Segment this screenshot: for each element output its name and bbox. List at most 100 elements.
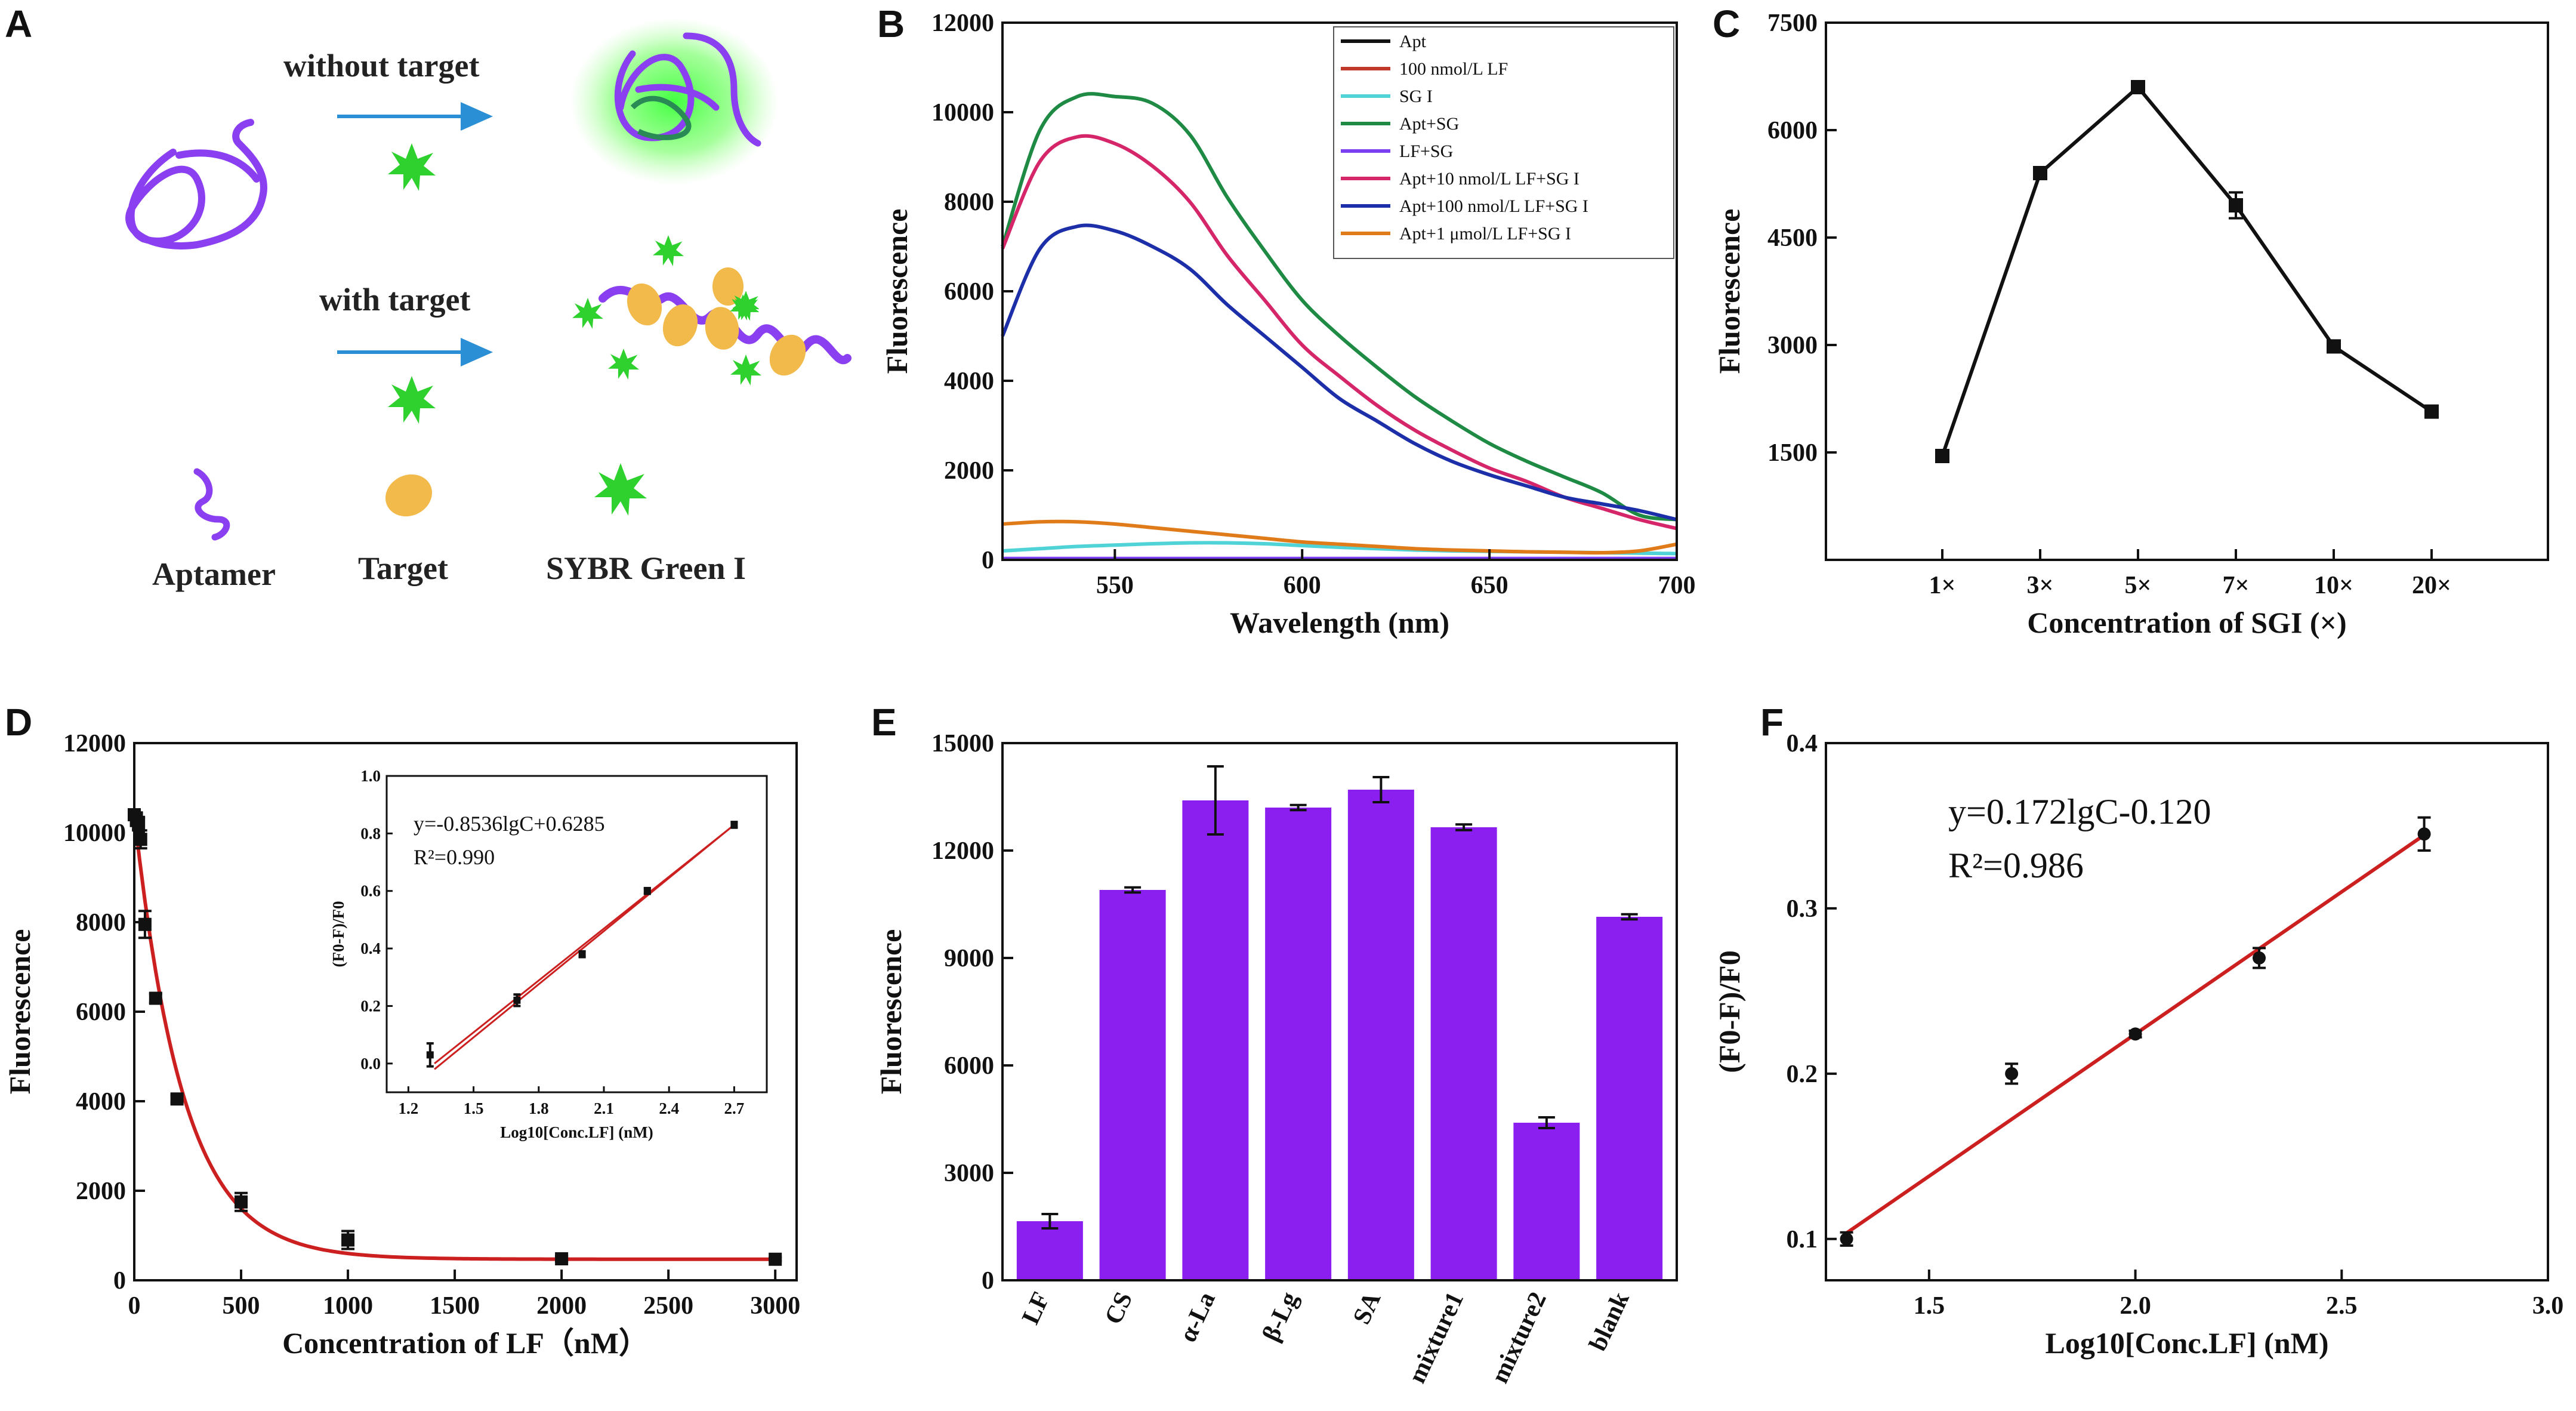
inset-x-tick-label: 2.4 — [659, 1099, 679, 1117]
inset-data-point — [426, 1051, 434, 1059]
y-tick-label: 12000 — [63, 730, 126, 757]
with-target-label: with target — [319, 282, 470, 318]
y-tick-label: 0.3 — [1787, 895, 1818, 923]
panel-e-label: E — [871, 701, 897, 744]
fit-curve — [132, 814, 776, 1261]
x-tick-label: 550 — [1096, 572, 1134, 599]
inset-x-tick-label: 1.2 — [399, 1099, 419, 1117]
sybr-legend-icon — [594, 463, 647, 516]
series-line-apt-sg — [1001, 92, 1677, 522]
series-line — [1941, 84, 2433, 457]
y-axis-label: Fluorescence — [1713, 209, 1746, 374]
inset-y-tick-label: 0.4 — [360, 939, 381, 957]
y-tick-label: 1500 — [1767, 439, 1818, 467]
bar-1 — [1099, 890, 1166, 1280]
x-axis-label: Log10[Conc.LF] (nM) — [2046, 1326, 2329, 1360]
panel-a: A without target with target — [5, 2, 852, 592]
y-tick-label: 4000 — [76, 1088, 126, 1116]
y-tick-label: 2000 — [944, 457, 994, 485]
data-point — [2033, 166, 2047, 180]
inset-r2: R²=0.990 — [414, 845, 495, 869]
aptamer-icon — [125, 119, 267, 249]
inset-x-tick-label: 1.8 — [529, 1099, 549, 1117]
chart-d: D 0 2000 4000 6000 8000 10000 12000 0 500 1000 1500… — [3, 701, 800, 1360]
inset-data-point — [578, 950, 586, 958]
x-tick-label: 650 — [1471, 572, 1508, 599]
x-tick-label: 20× — [2412, 572, 2451, 599]
panel-d-label: D — [5, 701, 32, 744]
inset-equation: y=-0.8536lgC+0.6285 — [414, 812, 605, 836]
aptamer-target-complex-icon — [599, 267, 852, 376]
data-point — [2005, 1067, 2019, 1080]
data-point — [2131, 80, 2145, 94]
inset-y-tick-label: 0.0 — [360, 1055, 381, 1073]
y-tick-label: 4000 — [944, 368, 994, 395]
y-tick-label: 2000 — [76, 1178, 126, 1205]
data-point — [170, 1092, 184, 1106]
x-axis-label: Concentration of SGI (×) — [2027, 606, 2346, 639]
x-tick-label: 5× — [2125, 572, 2152, 599]
x-tick-label: 500 — [223, 1292, 260, 1320]
panel-c-label: C — [1713, 2, 1740, 45]
inset-y-tick-label: 0.2 — [360, 997, 381, 1015]
r2: R²=0.986 — [1948, 846, 2084, 885]
x-axis-label: Concentration of LF（nM） — [282, 1326, 649, 1360]
inset-data-point — [513, 996, 521, 1004]
legend-label: Apt+10 nmol/L LF+SG I — [1399, 169, 1579, 189]
y-tick-label: 4500 — [1767, 224, 1818, 252]
y-tick-label: 15000 — [931, 730, 994, 757]
data-point — [149, 991, 162, 1005]
data-point — [138, 917, 152, 931]
bar-2 — [1182, 800, 1249, 1280]
x-tick-label: 2.5 — [2326, 1292, 2358, 1320]
y-tick-label: 0 — [113, 1267, 126, 1295]
y-tick-label: 6000 — [1767, 117, 1818, 144]
data-point — [235, 1195, 248, 1209]
x-tick-label: α-La — [1174, 1288, 1221, 1347]
inset-x-tick-label: 2.1 — [594, 1099, 614, 1117]
chart-c-frame — [1825, 21, 2549, 561]
chart-f: F 0.1 0.2 0.3 0.4 1.5 2.0 2.5 3.0 Log10[Conc.LF] … — [1713, 701, 2563, 1360]
inset-x-tick-label: 2.7 — [724, 1099, 745, 1117]
aptamer-legend-icon — [193, 468, 230, 541]
inset-x-axis-label: Log10[Conc.LF] (nM) — [500, 1123, 653, 1141]
inset-y-tick-label: 0.6 — [360, 882, 381, 900]
y-axis-label: Fluorescence — [874, 929, 908, 1095]
data-point — [2253, 951, 2266, 965]
data-point — [1840, 1232, 1853, 1246]
x-tick-label: mixture1 — [1403, 1288, 1469, 1388]
chart-e: E LF CS α-La β-Lg SA mixture1 mixture2 blank 0 300… — [871, 701, 1678, 1388]
chart-b: B 0 2000 4000 6000 8000 10000 12000 550 600 650 700… — [877, 2, 1696, 639]
data-point — [2327, 339, 2341, 354]
x-axis-label: Wavelength (nm) — [1230, 606, 1449, 639]
target-legend-icon — [385, 474, 432, 517]
inset-y-tick-label: 0.8 — [360, 824, 381, 842]
y-tick-label: 7500 — [1767, 10, 1818, 37]
bar-5 — [1430, 827, 1497, 1280]
data-point — [1935, 449, 1949, 463]
chart-f-frame — [1825, 742, 2549, 1281]
legend-label: LF+SG — [1399, 141, 1453, 161]
y-axis-label: Fluorescence — [3, 929, 36, 1095]
legend-label: Apt+1 μmol/L LF+SG I — [1399, 224, 1571, 244]
y-tick-label: 6000 — [944, 278, 994, 306]
sybr-icon — [572, 235, 761, 386]
y-tick-label: 10000 — [931, 99, 994, 127]
chart-e-frame — [1001, 742, 1678, 1281]
sybr-icon — [388, 376, 436, 424]
panel-f-label: F — [1760, 701, 1784, 744]
without-target-label: without target — [283, 48, 479, 84]
y-axis-label: Fluorescence — [880, 209, 914, 374]
series-line-apt-1-mol-l-lf-sg-i — [1002, 519, 1677, 555]
y-tick-label: 6000 — [944, 1052, 994, 1080]
inset-x-tick-label: 1.5 — [464, 1099, 484, 1117]
sybr-label: SYBR Green I — [546, 550, 746, 586]
target-label: Target — [358, 550, 448, 586]
y-tick-label: 8000 — [944, 189, 994, 216]
data-point — [555, 1252, 569, 1265]
bar-0 — [1016, 1221, 1083, 1280]
panel-a-label: A — [5, 2, 32, 45]
y-tick-label: 0 — [982, 1267, 994, 1295]
y-tick-label: 3000 — [944, 1160, 994, 1187]
